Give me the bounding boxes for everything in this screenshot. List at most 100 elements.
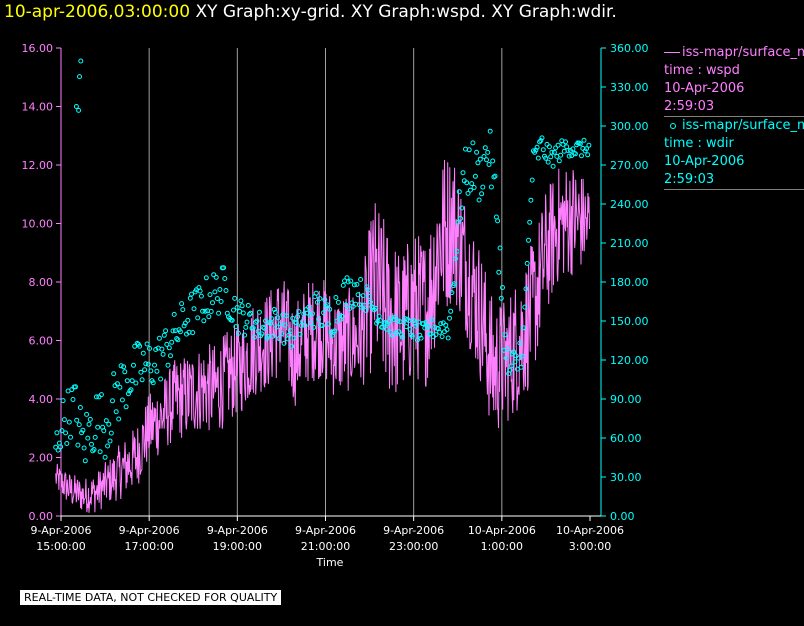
wdir-point: [444, 327, 450, 333]
wdir-point: [208, 309, 214, 314]
quality-notice: REAL-TIME DATA, NOT CHECKED FOR QUALITY: [20, 590, 282, 605]
wdir-point: [403, 324, 409, 330]
wdir-point: [70, 397, 76, 402]
wdir-point: [365, 287, 371, 293]
wdir-point: [206, 314, 212, 320]
wdir-point: [584, 146, 589, 152]
wdir-point: [302, 323, 308, 329]
y-right-tick-label: 210.00: [610, 237, 649, 250]
wdir-point: [447, 315, 452, 321]
wspd-line: [55, 159, 590, 513]
wdir-point: [281, 340, 287, 346]
wdir-point: [214, 296, 220, 302]
wdir-point: [142, 367, 148, 373]
wdir-point: [466, 147, 472, 153]
wdir-point: [110, 398, 115, 404]
wdir-point: [360, 293, 366, 299]
wdir-point: [68, 434, 73, 440]
wdir-point: [366, 294, 372, 299]
wdir-point: [233, 324, 239, 330]
wdir-point: [140, 350, 146, 356]
wdir-point: [255, 328, 261, 334]
wdir-point: [169, 339, 175, 345]
wdir-point: [363, 307, 368, 313]
wdir-point: [377, 318, 383, 323]
legend-date: 10-Apr-2006: [664, 81, 745, 96]
wdir-point: [239, 303, 245, 309]
wdir-point: [187, 295, 193, 301]
wdir-point: [527, 219, 533, 225]
wdir-point: [76, 107, 82, 113]
wdir-point: [375, 318, 381, 324]
wdir-point: [150, 380, 156, 386]
x-tick-label: 3:00:00: [569, 540, 611, 553]
wdir-point: [355, 292, 361, 298]
wdir-point: [207, 292, 213, 298]
wdir-point: [387, 329, 393, 335]
wdir-point: [101, 428, 107, 434]
wdir-point: [159, 346, 165, 352]
wdir-point: [485, 149, 491, 155]
wdir-point: [426, 324, 431, 330]
wdir-point: [586, 142, 592, 148]
wdir-point: [89, 441, 94, 447]
wdir-point: [123, 404, 129, 410]
wdir-point: [472, 173, 478, 179]
y-left-tick-label: 4.00: [29, 393, 54, 406]
wdir-point: [316, 316, 322, 322]
wdir-point: [165, 362, 171, 368]
wdir-point: [555, 142, 561, 148]
wdir-point: [553, 145, 559, 151]
wdir-point: [566, 153, 572, 159]
wdir-point: [528, 197, 534, 203]
wdir-point: [475, 160, 481, 166]
wdir-point: [480, 184, 486, 190]
legend-field: time : wdir: [664, 136, 734, 151]
wdir-point: [80, 427, 86, 433]
wdir-point: [464, 180, 470, 186]
wdir-point: [275, 315, 281, 321]
wdir-point: [413, 323, 419, 329]
wdir-point: [290, 315, 296, 321]
wdir-point: [498, 295, 504, 301]
x-tick-label: 10-Apr-2006: [556, 524, 624, 537]
wdir-point: [400, 334, 406, 340]
wdir-point: [279, 331, 285, 337]
wdir-point: [344, 275, 350, 281]
wdir-point: [358, 277, 364, 282]
wdir-point: [332, 328, 338, 334]
wdir-point: [213, 274, 219, 280]
wdir-point: [185, 317, 191, 323]
wdir-point: [522, 304, 528, 310]
wdir-point: [144, 341, 150, 347]
wdir-point: [333, 295, 339, 300]
wdir-point: [486, 162, 492, 167]
wdir-point: [259, 331, 265, 337]
wdir-point: [321, 310, 327, 316]
wdir-point: [113, 409, 119, 415]
wdir-point: [458, 216, 464, 221]
wdir-point: [124, 378, 130, 384]
wdir-point: [244, 319, 250, 325]
legend-time: 2:59:03: [664, 172, 715, 187]
wdir-point: [484, 157, 489, 163]
wdir-point: [66, 419, 72, 425]
wdir-point: [95, 424, 101, 430]
wdir-point: [160, 351, 166, 357]
title-bar: 10-apr-2006,03:00:00 XY Graph:xy-grid. X…: [4, 1, 617, 23]
y-right-tick-label: 270.00: [610, 159, 649, 172]
wdir-point: [556, 158, 562, 164]
wdir-point: [455, 219, 461, 225]
wdir-point: [197, 288, 203, 294]
wdir-point: [570, 146, 576, 152]
wdir-point: [92, 434, 98, 440]
wdir-point: [297, 331, 303, 337]
wdir-point: [73, 384, 78, 390]
wdir-point: [456, 189, 462, 195]
wdir-point: [221, 265, 227, 271]
wdir-point: [429, 317, 435, 323]
wdir-point: [212, 289, 218, 295]
wdir-point: [512, 359, 518, 365]
wdir-point: [469, 181, 475, 187]
wdir-point: [339, 313, 345, 319]
